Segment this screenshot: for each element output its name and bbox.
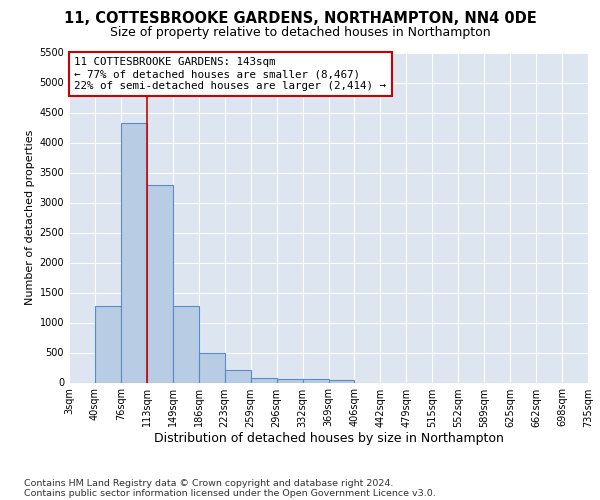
Bar — [329, 380, 355, 382]
Bar — [147, 184, 173, 382]
Bar — [95, 306, 121, 382]
Text: Size of property relative to detached houses in Northampton: Size of property relative to detached ho… — [110, 26, 490, 39]
Bar — [277, 379, 302, 382]
Bar — [251, 378, 277, 382]
Text: Contains HM Land Registry data © Crown copyright and database right 2024.
Contai: Contains HM Land Registry data © Crown c… — [24, 479, 436, 498]
Bar — [173, 306, 199, 382]
X-axis label: Distribution of detached houses by size in Northampton: Distribution of detached houses by size … — [154, 432, 503, 446]
Bar — [302, 379, 329, 382]
Bar — [121, 122, 147, 382]
Text: 11 COTTESBROOKE GARDENS: 143sqm
← 77% of detached houses are smaller (8,467)
22%: 11 COTTESBROOKE GARDENS: 143sqm ← 77% of… — [74, 58, 386, 90]
Y-axis label: Number of detached properties: Number of detached properties — [25, 130, 35, 305]
Text: 11, COTTESBROOKE GARDENS, NORTHAMPTON, NN4 0DE: 11, COTTESBROOKE GARDENS, NORTHAMPTON, N… — [64, 11, 536, 26]
Bar — [225, 370, 251, 382]
Bar — [199, 353, 224, 382]
